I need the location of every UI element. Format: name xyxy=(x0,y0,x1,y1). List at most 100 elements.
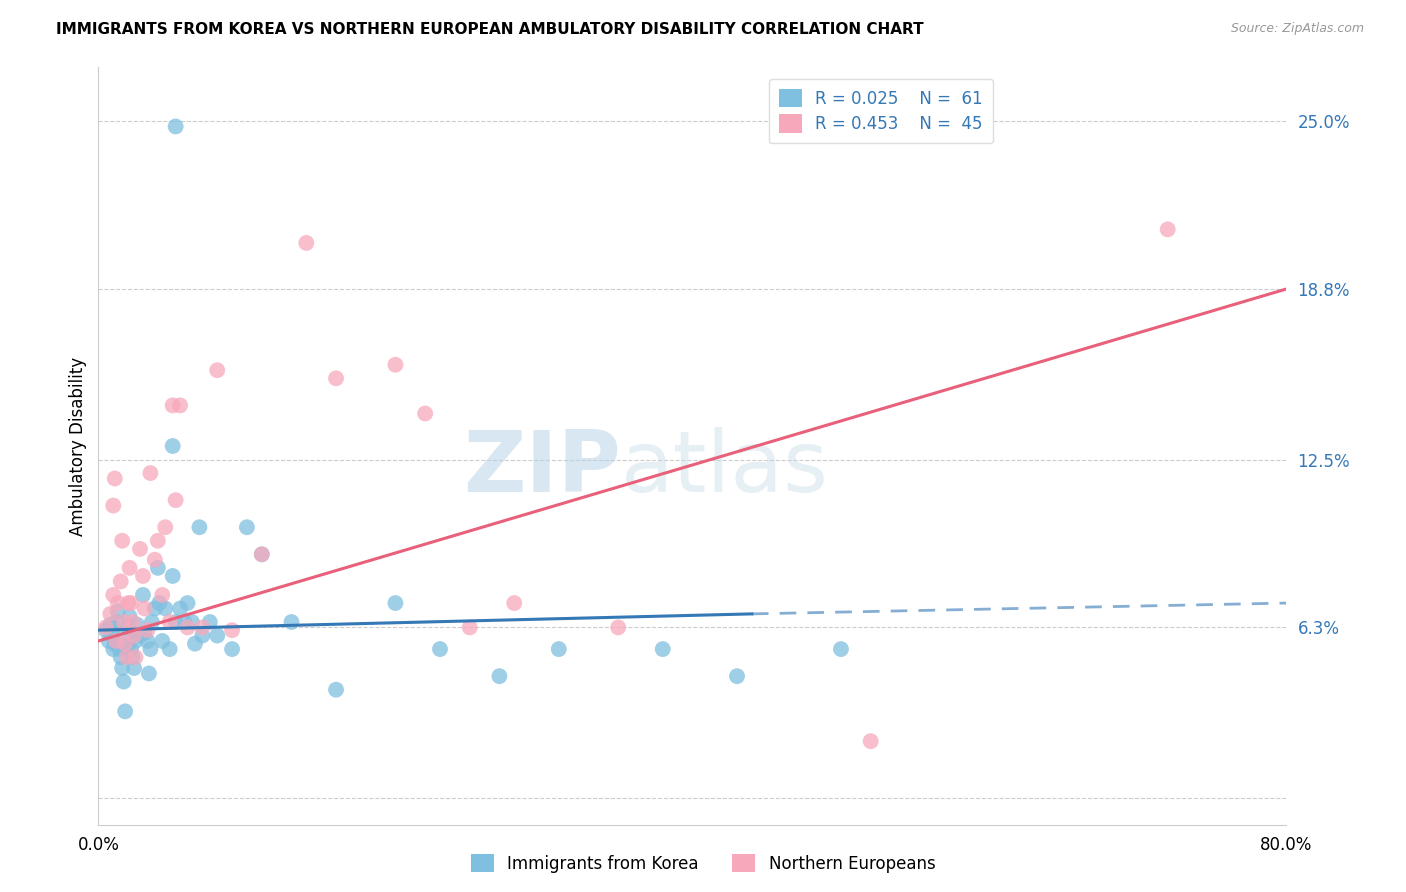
Point xyxy=(155,601,177,615)
Point xyxy=(136,623,159,637)
Point xyxy=(136,634,159,648)
Point xyxy=(221,623,243,637)
Point xyxy=(121,650,143,665)
Point xyxy=(132,588,155,602)
Point xyxy=(181,615,204,629)
Point xyxy=(384,596,406,610)
Point xyxy=(118,609,141,624)
Point xyxy=(191,629,214,643)
Point xyxy=(111,661,134,675)
Point xyxy=(120,596,142,610)
Point xyxy=(198,615,221,629)
Point xyxy=(114,629,136,643)
Point xyxy=(165,120,187,134)
Point xyxy=(98,607,121,621)
Point xyxy=(725,669,748,683)
Point xyxy=(547,642,569,657)
Legend: R = 0.025    N =  61, R = 0.453    N =  45: R = 0.025 N = 61, R = 0.453 N = 45 xyxy=(769,79,993,143)
Point xyxy=(159,615,181,629)
Point xyxy=(169,398,191,412)
Point xyxy=(138,666,160,681)
Point xyxy=(295,235,318,250)
Point xyxy=(859,734,882,748)
Point xyxy=(121,615,143,629)
Point xyxy=(280,615,302,629)
Point xyxy=(146,561,169,575)
Point xyxy=(97,634,120,648)
Point xyxy=(103,620,125,634)
Point xyxy=(176,620,198,634)
Point xyxy=(173,615,195,629)
Text: Source: ZipAtlas.com: Source: ZipAtlas.com xyxy=(1230,22,1364,36)
Point xyxy=(205,363,228,377)
Point xyxy=(114,705,136,719)
Point xyxy=(155,520,177,534)
Point xyxy=(250,547,273,561)
Point xyxy=(108,642,131,657)
Point xyxy=(134,601,156,615)
Point xyxy=(120,642,142,657)
Point xyxy=(607,620,630,634)
Point xyxy=(129,541,152,556)
Point xyxy=(1156,222,1178,236)
Point xyxy=(184,637,207,651)
Point xyxy=(162,439,184,453)
Point xyxy=(146,533,169,548)
Point xyxy=(118,561,141,575)
Point xyxy=(111,533,134,548)
Point xyxy=(176,596,198,610)
Point xyxy=(458,620,481,634)
Point xyxy=(122,661,145,675)
Point xyxy=(114,637,136,651)
Point xyxy=(250,547,273,561)
Point xyxy=(148,596,170,610)
Point xyxy=(503,596,526,610)
Point xyxy=(103,499,125,513)
Point xyxy=(104,637,127,651)
Point xyxy=(107,604,129,618)
Point xyxy=(132,569,155,583)
Y-axis label: Ambulatory Disability: Ambulatory Disability xyxy=(69,357,87,535)
Point xyxy=(150,588,173,602)
Point xyxy=(94,623,117,637)
Point xyxy=(117,596,139,610)
Point xyxy=(236,520,259,534)
Point xyxy=(112,674,135,689)
Point xyxy=(429,642,451,657)
Point xyxy=(325,682,347,697)
Point xyxy=(117,620,139,634)
Point xyxy=(165,615,187,629)
Point xyxy=(143,552,166,567)
Point xyxy=(122,629,145,643)
Point xyxy=(165,493,187,508)
Point xyxy=(107,596,129,610)
Point xyxy=(159,642,181,657)
Point xyxy=(150,634,173,648)
Point xyxy=(191,620,214,634)
Point xyxy=(205,629,228,643)
Point xyxy=(110,650,132,665)
Legend: Immigrants from Korea, Northern Europeans: Immigrants from Korea, Northern European… xyxy=(464,847,942,880)
Point xyxy=(125,617,148,632)
Point xyxy=(221,642,243,657)
Point xyxy=(103,642,125,657)
Point xyxy=(143,601,166,615)
Point xyxy=(101,629,124,643)
Point xyxy=(384,358,406,372)
Point xyxy=(129,629,152,643)
Point xyxy=(139,466,162,480)
Point xyxy=(103,588,125,602)
Point xyxy=(413,407,436,421)
Point xyxy=(105,634,128,648)
Text: atlas: atlas xyxy=(621,427,830,510)
Point xyxy=(325,371,347,385)
Point xyxy=(112,615,135,629)
Point xyxy=(488,669,510,683)
Point xyxy=(188,520,211,534)
Point xyxy=(139,642,162,657)
Text: IMMIGRANTS FROM KOREA VS NORTHERN EUROPEAN AMBULATORY DISABILITY CORRELATION CHA: IMMIGRANTS FROM KOREA VS NORTHERN EUROPE… xyxy=(56,22,924,37)
Point xyxy=(169,601,191,615)
Text: ZIP: ZIP xyxy=(464,427,621,510)
Point xyxy=(110,574,132,589)
Point xyxy=(104,471,127,485)
